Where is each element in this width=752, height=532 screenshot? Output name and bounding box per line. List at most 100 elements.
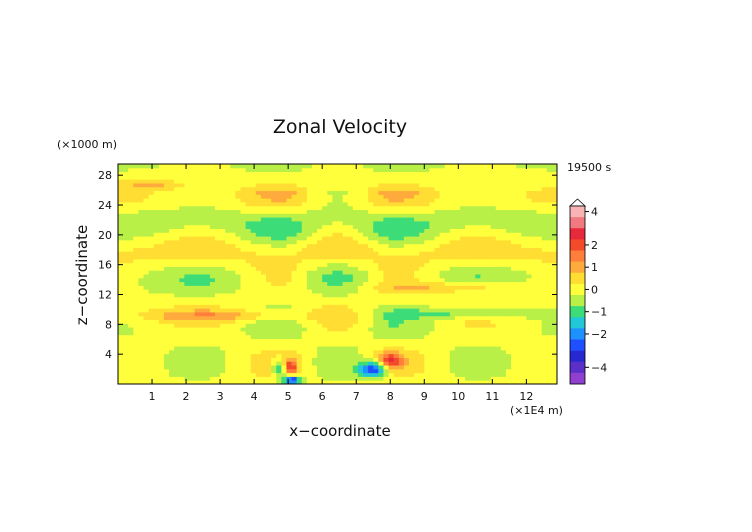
field-cell (434, 171, 441, 176)
field-cell (454, 323, 461, 328)
field-cell (179, 311, 185, 317)
field-cell (204, 365, 211, 370)
field-cell (220, 186, 226, 192)
field-cell (388, 255, 395, 260)
field-cell (230, 281, 236, 286)
field-cell (444, 357, 451, 362)
field-cell (240, 311, 247, 317)
field-cell (214, 292, 221, 298)
field-cell (189, 315, 196, 321)
field-cell (495, 232, 502, 237)
field-cell (260, 224, 267, 229)
field-cell (230, 179, 236, 184)
field-cell (546, 304, 553, 309)
field-cell (311, 315, 318, 321)
field-cell (209, 167, 216, 173)
field-cell (347, 167, 354, 173)
field-cell (490, 296, 497, 302)
field-cell (460, 372, 466, 377)
field-cell (470, 327, 476, 332)
field-cell (220, 289, 226, 294)
field-cell (179, 365, 185, 370)
field-cell (153, 258, 160, 264)
field-cell (189, 304, 196, 309)
field-cell (357, 209, 364, 214)
field-cell (214, 304, 221, 309)
field-cell (235, 243, 242, 248)
field-cell (225, 175, 231, 180)
field-cell (179, 285, 185, 290)
field-cell (245, 171, 252, 176)
field-cell (449, 308, 456, 313)
field-cell (454, 274, 461, 279)
field-cell (179, 327, 185, 332)
field-cell (398, 342, 405, 347)
field-cell (327, 285, 333, 290)
field-cell (158, 334, 165, 339)
field-cell (505, 311, 512, 317)
field-cell (449, 251, 456, 256)
field-cell (153, 164, 160, 169)
field-cell (260, 277, 267, 283)
field-cell (214, 365, 221, 370)
field-cell (541, 175, 548, 180)
field-cell (286, 217, 293, 222)
field-cell (393, 349, 400, 355)
field-cell (398, 300, 405, 305)
field-cell (352, 167, 359, 173)
field-cell (271, 232, 277, 237)
field-cell (439, 186, 446, 192)
field-cell (291, 205, 298, 211)
field-cell (490, 353, 497, 358)
field-cell (531, 311, 538, 317)
field-cell (495, 342, 502, 347)
field-cell (363, 258, 369, 264)
field-cell (460, 190, 466, 195)
field-cell (230, 311, 236, 317)
field-cell (541, 365, 548, 370)
field-cell (383, 311, 390, 317)
field-cell (490, 258, 497, 264)
field-cell (133, 270, 139, 275)
field-cell (194, 365, 201, 370)
field-cell (419, 232, 425, 237)
field-cell (541, 205, 548, 211)
field-cell (465, 372, 471, 377)
field-cell (128, 239, 134, 245)
field-cell (449, 289, 456, 294)
field-cell (194, 266, 201, 271)
field-cell (485, 380, 492, 385)
field-cell (204, 315, 211, 321)
field-cell (454, 179, 461, 184)
field-cell (245, 338, 252, 343)
field-cell (500, 315, 507, 321)
field-cell (204, 239, 211, 245)
field-cell (511, 285, 517, 290)
field-cell (393, 182, 400, 188)
field-cell (352, 342, 359, 347)
field-cell (311, 311, 318, 317)
field-cell (296, 258, 303, 264)
field-cell (184, 285, 190, 290)
field-cell (505, 380, 512, 385)
field-cell (378, 251, 384, 256)
field-cell (383, 281, 390, 286)
field-cell (214, 220, 221, 226)
field-cell (220, 311, 226, 317)
field-cell (424, 179, 430, 184)
field-cell (398, 334, 405, 339)
field-cell (235, 289, 242, 294)
field-cell (424, 274, 430, 279)
field-cell (266, 296, 272, 302)
field-cell (220, 338, 226, 343)
field-cell (250, 296, 257, 302)
field-cell (383, 186, 390, 192)
field-cell (276, 315, 282, 321)
field-cell (199, 167, 206, 173)
field-cell (414, 247, 420, 252)
field-cell (184, 194, 190, 199)
field-cell (209, 300, 216, 305)
field-cell (163, 262, 170, 267)
field-cell (475, 171, 481, 176)
field-cell (449, 209, 456, 214)
